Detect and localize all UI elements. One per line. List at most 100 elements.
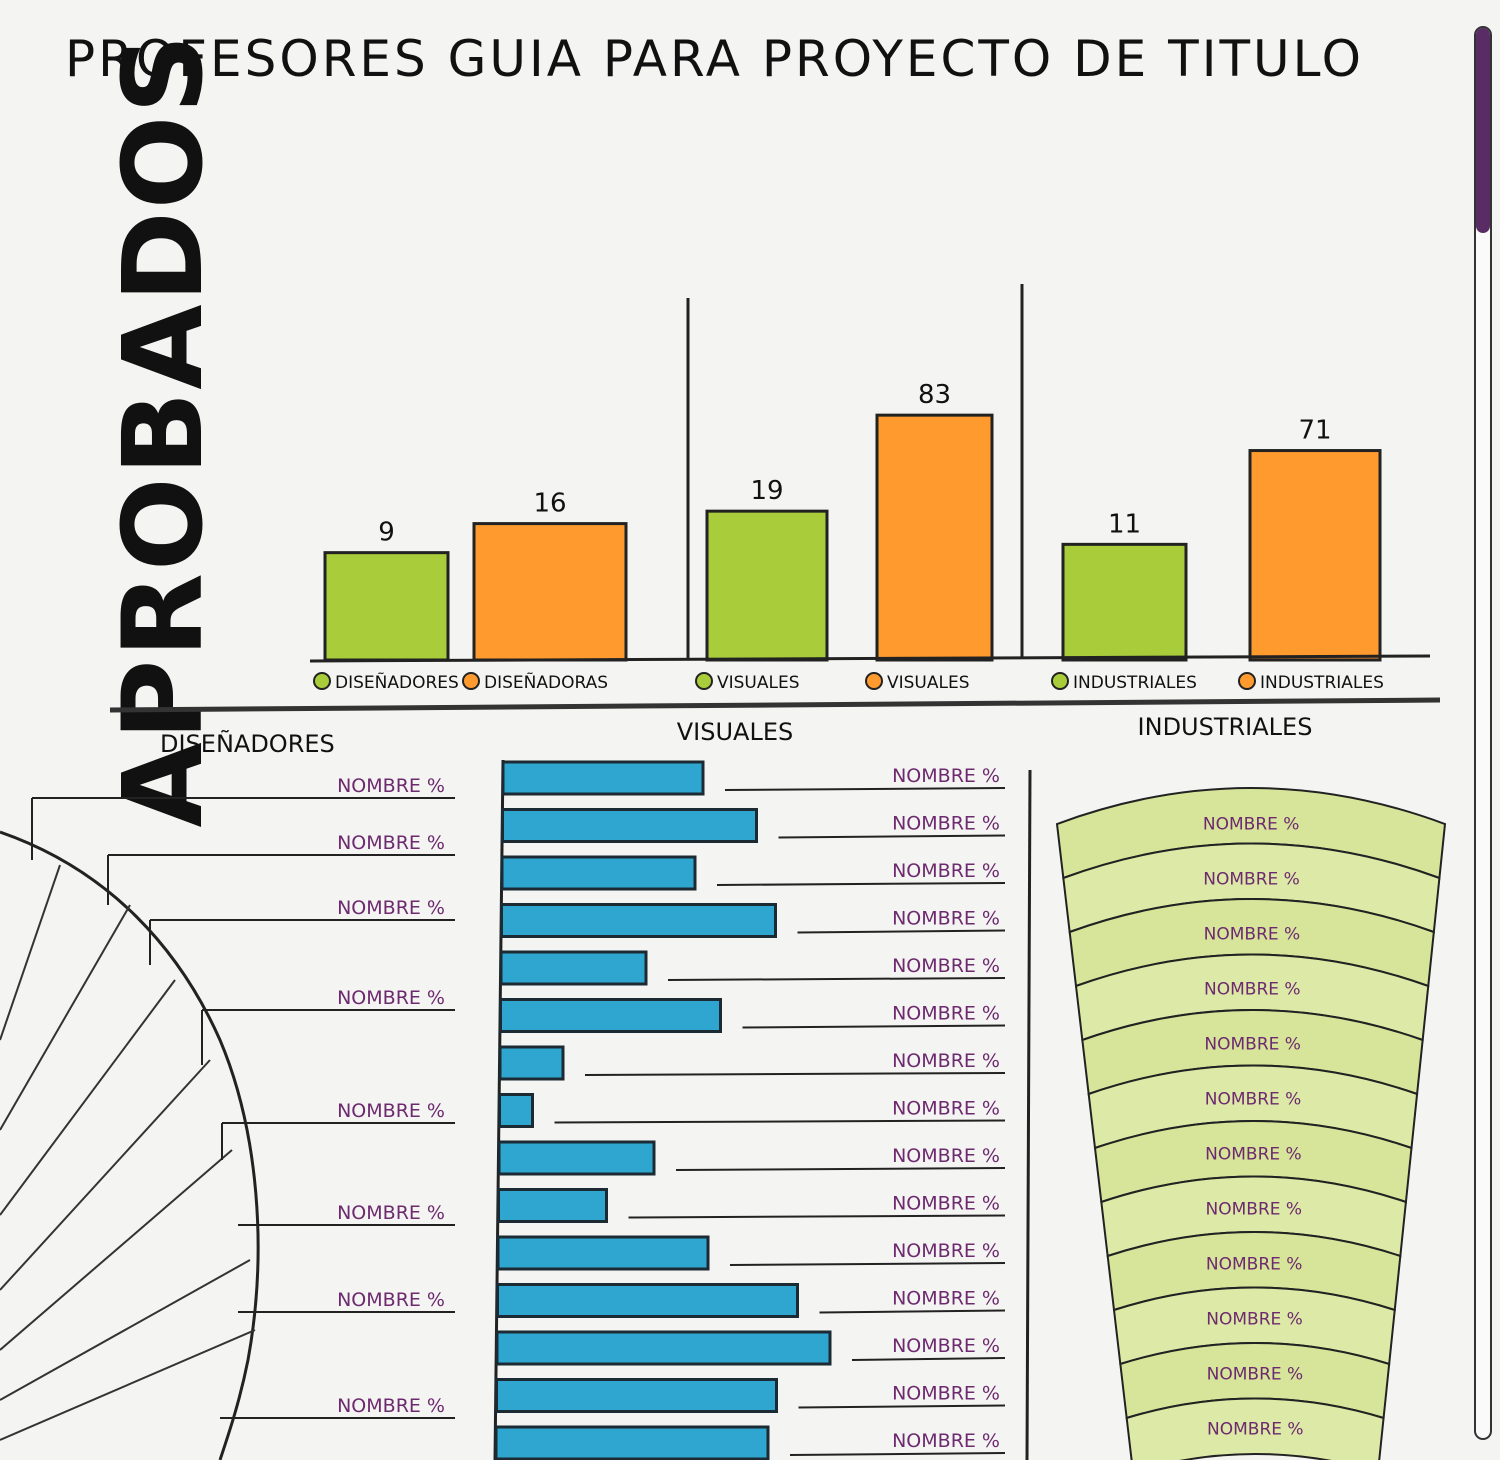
hbar-divider <box>1025 769 1032 1460</box>
hbar-label-11: NOMBRE % <box>892 1288 1000 1310</box>
bar-baseline <box>309 654 1431 663</box>
hbar-label-6: NOMBRE % <box>892 1050 1000 1072</box>
hbar-13 <box>495 1378 778 1413</box>
hbar-0 <box>501 760 705 796</box>
hbar-leader-4 <box>667 977 1006 981</box>
hbar-label-8: NOMBRE % <box>892 1145 1000 1167</box>
category-label-0: DISEÑADORES <box>335 671 459 693</box>
hbar-leader-14 <box>789 1452 1006 1456</box>
page-title: PROFESORES GUIA PARA PROYECTO DE TITULO <box>65 30 1365 88</box>
funnel-label-3: NOMBRE % <box>1204 980 1301 1000</box>
pie-slice-edge-6 <box>0 1329 256 1441</box>
bar-4 <box>1061 542 1188 662</box>
hbar-leader-12 <box>851 1357 1006 1361</box>
hbar-8 <box>497 1140 656 1176</box>
pie-label-7: NOMBRE % <box>337 1395 445 1417</box>
pie-slice-edge-0 <box>0 864 61 1041</box>
pie-arc <box>0 830 260 1460</box>
pie-title: DISEÑADORES <box>160 728 335 758</box>
category-label-4: INDUSTRIALES <box>1073 673 1197 693</box>
section-divider <box>109 697 1441 713</box>
pie-label-6: NOMBRE % <box>337 1289 445 1311</box>
hbar-leader-1 <box>778 834 1006 839</box>
legend-dot-0 <box>313 672 331 690</box>
legend-dot-5 <box>1238 672 1256 690</box>
hbar-title: VISUALES <box>677 718 793 746</box>
scrollbar-thumb[interactable] <box>1476 28 1490 233</box>
hbar-label-10: NOMBRE % <box>892 1240 1000 1262</box>
legend-dot-1 <box>462 672 480 690</box>
hbar-12 <box>495 1330 832 1366</box>
category-label-3: VISUALES <box>887 673 970 693</box>
scrollbar-track[interactable] <box>1474 26 1492 1440</box>
funnel-segment-11 <box>1125 1397 1385 1460</box>
category-label-5: INDUSTRIALES <box>1260 673 1384 693</box>
hbar-2 <box>500 855 697 891</box>
funnel-label-4: NOMBRE % <box>1204 1035 1301 1055</box>
bar-1 <box>472 522 628 662</box>
hbar-label-3: NOMBRE % <box>892 908 1000 930</box>
funnel-label-7: NOMBRE % <box>1206 1200 1303 1220</box>
hbar-leader-7 <box>554 1119 1006 1124</box>
hbar-label-9: NOMBRE % <box>892 1193 1000 1215</box>
hbar-label-0: NOMBRE % <box>892 765 1000 787</box>
hbar-leader-6 <box>584 1072 1006 1076</box>
hbar-1 <box>501 808 758 843</box>
funnel-title: INDUSTRIALES <box>1138 713 1313 741</box>
pie-label-3: NOMBRE % <box>337 987 445 1009</box>
pie-slice-edge-2 <box>0 979 176 1216</box>
bar-value-label-5: 71 <box>1298 416 1331 446</box>
hbar-11 <box>496 1283 799 1318</box>
hbar-4 <box>499 950 648 986</box>
hbar-leader-3 <box>797 929 1006 934</box>
hbar-label-12: NOMBRE % <box>892 1335 1000 1357</box>
bar-value-label-3: 83 <box>918 380 951 410</box>
funnel-label-0: NOMBRE % <box>1203 815 1300 835</box>
pie-slice-edge-3 <box>0 1059 211 1291</box>
hbar-label-1: NOMBRE % <box>892 813 1000 835</box>
bar-value-label-4: 11 <box>1108 509 1141 539</box>
hbar-label-7: NOMBRE % <box>892 1098 1000 1120</box>
funnel-label-8: NOMBRE % <box>1206 1255 1303 1275</box>
hbar-leader-2 <box>716 882 1006 886</box>
bar-3 <box>875 413 994 662</box>
bar-2 <box>705 509 829 662</box>
hbar-7 <box>498 1093 534 1128</box>
hbar-leader-13 <box>798 1404 1006 1409</box>
hbar-leader-8 <box>675 1167 1006 1171</box>
hbar-leader-5 <box>742 1024 1006 1029</box>
pie-slice-edge-5 <box>0 1259 251 1401</box>
funnel-label-10: NOMBRE % <box>1207 1365 1304 1385</box>
hbar-label-13: NOMBRE % <box>892 1383 1000 1405</box>
legend-dot-4 <box>1051 672 1069 690</box>
funnel-label-11: NOMBRE % <box>1207 1420 1304 1440</box>
pie-label-5: NOMBRE % <box>337 1202 445 1224</box>
pie-slice-edge-4 <box>0 1149 233 1351</box>
bar-value-label-0: 9 <box>378 518 395 548</box>
bar-value-label-1: 16 <box>533 489 566 519</box>
pie-label-0: NOMBRE % <box>337 775 445 797</box>
bar-value-label-2: 19 <box>750 476 783 506</box>
hbar-9 <box>497 1188 608 1223</box>
category-label-2: VISUALES <box>717 673 800 693</box>
hbar-label-4: NOMBRE % <box>892 955 1000 977</box>
funnel-label-9: NOMBRE % <box>1206 1310 1303 1330</box>
hbar-label-2: NOMBRE % <box>892 860 1000 882</box>
hbar-leader-10 <box>729 1262 1006 1266</box>
pie-label-1: NOMBRE % <box>337 832 445 854</box>
pie-label-4: NOMBRE % <box>337 1100 445 1122</box>
funnel-label-6: NOMBRE % <box>1205 1145 1302 1165</box>
hbar-3 <box>500 903 777 938</box>
hbar-14 <box>494 1425 770 1460</box>
legend-dot-2 <box>695 672 713 690</box>
hbar-leader-0 <box>724 787 1006 791</box>
legend-dot-3 <box>865 672 883 690</box>
hbar-leader-9 <box>628 1214 1006 1219</box>
pie-slice-edge-1 <box>0 904 131 1131</box>
category-label-1: DISEÑADORAS <box>484 671 608 693</box>
hbar-6 <box>498 1045 565 1081</box>
funnel-label-2: NOMBRE % <box>1204 925 1301 945</box>
hbar-label-5: NOMBRE % <box>892 1003 1000 1025</box>
bar-5 <box>1248 449 1382 662</box>
